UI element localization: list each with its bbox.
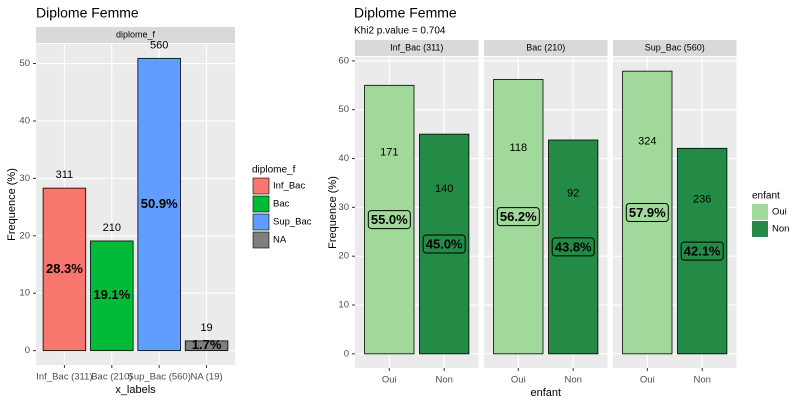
- data-label-box: [551, 237, 595, 257]
- legend-label: Sup_Bac: [273, 217, 312, 228]
- count-label: 236: [693, 194, 711, 206]
- y-axis-title: Frequence (%): [6, 168, 18, 241]
- data-label: 1.7%: [192, 337, 222, 352]
- data-label: 43.8%: [555, 239, 592, 254]
- bar: [184, 340, 229, 352]
- strip: [484, 40, 608, 56]
- data-label: 19.1%: [93, 287, 130, 302]
- data-label-box: [367, 210, 411, 230]
- y-tick-label: 50: [19, 58, 30, 69]
- strip: [36, 27, 235, 43]
- x-tick-label: Sup_Bac (560): [128, 372, 191, 383]
- x-tick-label: Oui: [640, 375, 655, 386]
- y-tick-label: 50: [338, 104, 349, 115]
- y-tick-label: 0: [344, 348, 349, 359]
- y-tick-label: 40: [19, 115, 30, 126]
- strip: [355, 40, 479, 56]
- count-label: 19: [200, 322, 212, 334]
- y-tick-label: 20: [19, 230, 30, 241]
- chart-title: Diplome Femme: [36, 5, 139, 21]
- x-tick-label: Bac (210): [91, 372, 132, 383]
- x-tick-label: NA (19): [190, 372, 222, 383]
- data-label: 55.0%: [371, 212, 408, 227]
- chart-subtitle: Khi2 p.value = 0.704: [354, 26, 446, 37]
- count-label: 140: [435, 183, 453, 195]
- count-label: 171: [380, 146, 398, 158]
- count-label: 92: [567, 187, 579, 199]
- legend-key: [752, 204, 768, 220]
- legend-key: [752, 221, 768, 237]
- data-label-box: [680, 241, 724, 261]
- data-label-box: [496, 207, 540, 227]
- count-label: 118: [510, 142, 528, 154]
- y-tick-label: 10: [338, 300, 349, 311]
- strip-label: Sup_Bac (560): [645, 42, 705, 52]
- legend-label: NA: [273, 235, 287, 246]
- legend-label: Non: [772, 224, 789, 235]
- legend-title: enfant: [752, 191, 780, 202]
- y-tick-label: 40: [338, 153, 349, 164]
- data-label: 42.1%: [684, 244, 721, 259]
- x-tick-label: Non: [564, 375, 581, 386]
- legend-key: [252, 213, 270, 231]
- strip-label: Inf_Bac (311): [390, 42, 443, 52]
- x-tick-label: Oui: [511, 375, 526, 386]
- data-label: 45.0%: [426, 236, 463, 251]
- legend-key: [252, 195, 270, 213]
- data-label-box: [422, 234, 466, 254]
- y-tick-label: 30: [338, 202, 349, 213]
- data-label: 28.3%: [46, 261, 83, 276]
- count-label: 210: [103, 222, 121, 234]
- bar: [90, 240, 134, 352]
- data-label: 56.2%: [500, 209, 537, 224]
- strip-label: Bac (210): [526, 42, 565, 52]
- legend-label: Inf_Bac: [273, 181, 305, 192]
- chart-title: Diplome Femme: [354, 5, 457, 21]
- y-tick-label: 30: [19, 173, 30, 184]
- y-tick-label: 60: [338, 55, 349, 66]
- data-label: 50.9%: [141, 196, 178, 211]
- count-label: 324: [638, 136, 656, 148]
- x-tick-label: Non: [435, 375, 452, 386]
- y-tick-label: 10: [19, 288, 30, 299]
- strip: [613, 40, 737, 56]
- x-tick-label: Oui: [382, 375, 397, 386]
- legend-label: Bac: [273, 199, 290, 210]
- legend-label: Oui: [772, 207, 787, 218]
- x-axis-title: enfant: [530, 387, 561, 399]
- bar: [42, 187, 87, 352]
- data-label: 57.9%: [629, 205, 666, 220]
- strip-label: diplome_f: [116, 29, 156, 39]
- count-label: 560: [150, 39, 168, 51]
- legend-key: [252, 177, 270, 195]
- legend-key: [252, 231, 270, 249]
- legend-title: diplome_f: [252, 165, 296, 176]
- x-axis-title: x_labels: [115, 384, 156, 396]
- data-label-box: [625, 203, 669, 222]
- x-tick-label: Non: [693, 375, 710, 386]
- bar: [137, 57, 181, 352]
- x-tick-label: Inf_Bac (311): [36, 372, 92, 383]
- y-axis-title: Frequence (%): [327, 176, 339, 249]
- y-tick-label: 20: [338, 251, 349, 262]
- y-tick-label: 0: [25, 345, 30, 356]
- count-label: 311: [56, 169, 74, 181]
